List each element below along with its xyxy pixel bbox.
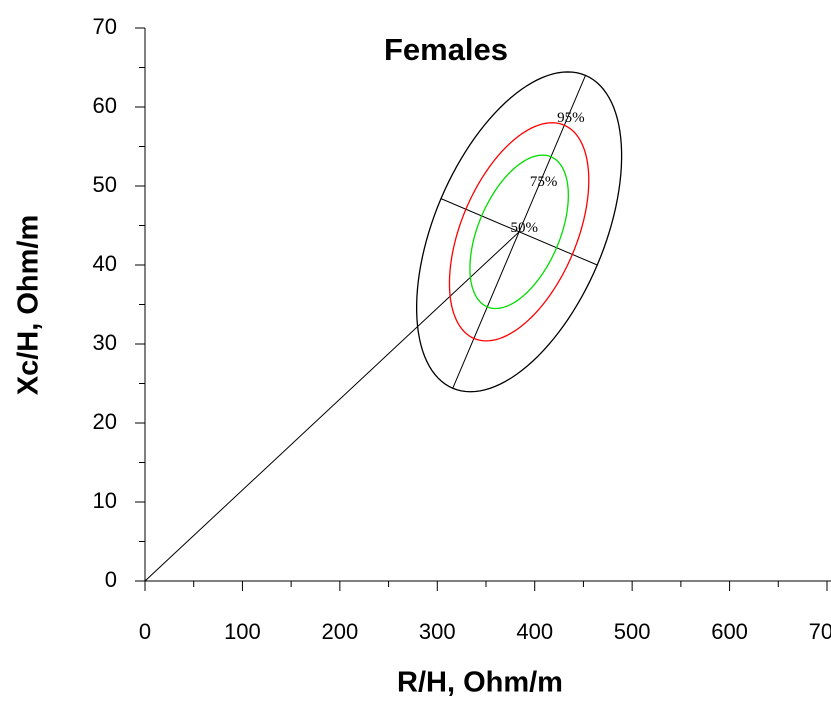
origin-line bbox=[144, 231, 520, 582]
x-tick-label: 0 bbox=[139, 619, 151, 644]
x-tick-label: 300 bbox=[419, 619, 456, 644]
chart-title: Females bbox=[384, 32, 508, 67]
tolerance-ellipse bbox=[469, 154, 569, 310]
y-tick-label: 50 bbox=[93, 172, 117, 197]
tolerance-ellipse bbox=[448, 122, 590, 342]
minor-axis bbox=[440, 198, 598, 266]
x-tick-label: 400 bbox=[516, 619, 553, 644]
ellipse-label: 95% bbox=[557, 110, 585, 126]
x-tick-label: 100 bbox=[224, 619, 261, 644]
y-tick-label: 10 bbox=[93, 488, 117, 513]
y-tick-label: 30 bbox=[93, 330, 117, 355]
x-tick-label: 600 bbox=[711, 619, 748, 644]
y-axis-label: Xc/H, Ohm/m bbox=[13, 215, 45, 396]
y-tick-label: 20 bbox=[93, 409, 117, 434]
y-tick-label: 60 bbox=[93, 93, 117, 118]
y-tick-label: 40 bbox=[93, 251, 117, 276]
x-tick-label: 700 bbox=[809, 619, 831, 644]
x-axis-label: R/H, Ohm/m bbox=[397, 667, 563, 699]
x-tick-label: 500 bbox=[614, 619, 651, 644]
y-tick-label: 0 bbox=[105, 567, 117, 592]
x-tick-label: 200 bbox=[321, 619, 358, 644]
y-tick-label: 70 bbox=[93, 14, 117, 39]
ellipse-label: 50% bbox=[511, 220, 539, 236]
ellipse-label: 75% bbox=[530, 174, 558, 190]
